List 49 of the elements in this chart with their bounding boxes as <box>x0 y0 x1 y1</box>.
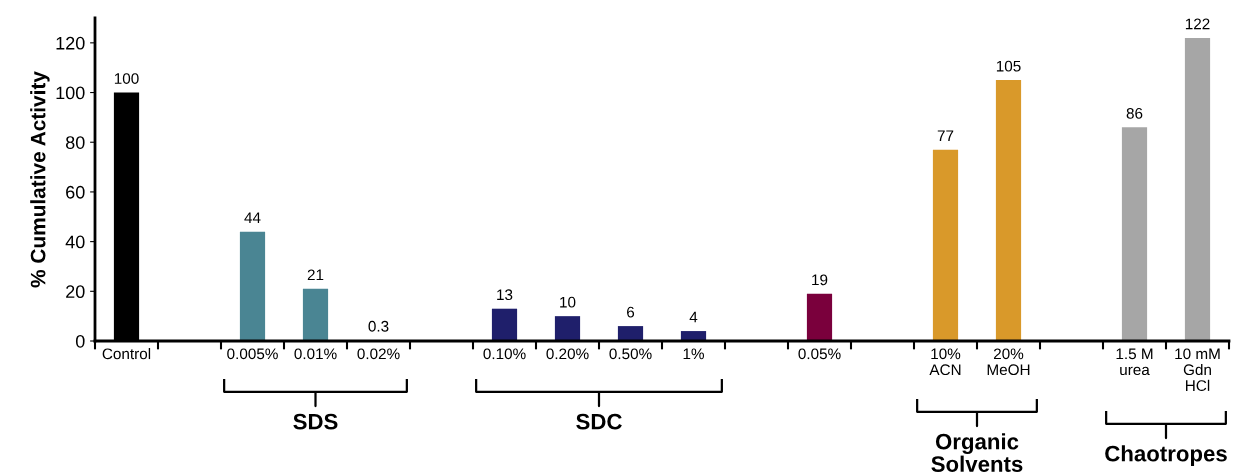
y-tick-label: 0 <box>75 334 85 348</box>
x-tick-label: 1.5 M urea <box>1116 348 1153 376</box>
bar <box>806 293 833 341</box>
y-tick-label: 60 <box>66 185 85 199</box>
data-label: 77 <box>937 130 954 141</box>
text: SDS <box>293 413 338 430</box>
x-tick-label: 20% MeOH <box>987 348 1030 376</box>
x-tick-label: 10 mM Gdn HCl <box>1175 348 1220 392</box>
x-tick-label: 0.10% <box>483 348 526 360</box>
data-label: 4 <box>689 311 698 323</box>
bar <box>554 316 581 341</box>
data-label: 10 <box>560 296 576 308</box>
x-tick-label: 1% <box>683 348 704 360</box>
y-tick-label: 120 <box>56 36 85 50</box>
data-label: 105 <box>996 60 1021 72</box>
data-label: 0.3 <box>368 320 389 332</box>
x-tick-label: 10% ACN <box>929 348 961 376</box>
y-tick-label: 40 <box>65 235 85 249</box>
data-label: 122 <box>1185 18 1210 30</box>
x-tick-label: 0.50% <box>609 348 652 360</box>
bar <box>1184 37 1211 341</box>
x-tick-label: 0.005% <box>227 348 278 360</box>
x-tick-label: 0.01% <box>294 348 337 360</box>
data-label: 13 <box>497 289 513 301</box>
x-tick-label: 0.02% <box>357 348 400 360</box>
y-tick-label: 100 <box>56 86 85 100</box>
data-label: 6 <box>627 306 635 318</box>
text: Chaotropes <box>1105 445 1227 466</box>
bar <box>995 80 1022 341</box>
bar <box>491 308 518 341</box>
y-tick-label: 80 <box>65 136 85 149</box>
x-tick-label: 0.05% <box>798 348 841 360</box>
data-label: 44 <box>244 212 261 223</box>
bar <box>1121 127 1148 341</box>
data-label: 21 <box>307 269 324 281</box>
bar <box>617 326 644 341</box>
data-label: 19 <box>812 274 828 286</box>
bar <box>302 288 329 341</box>
bar <box>239 231 266 341</box>
text: SDC <box>576 413 622 430</box>
data-label: 100 <box>114 73 139 84</box>
x-tick-label: 0.20% <box>546 348 589 360</box>
data-label: 86 <box>1126 107 1143 119</box>
text: Organic Solvents <box>931 433 1023 472</box>
y-tick-label: 20 <box>66 285 85 299</box>
y-axis-title: % Cumulative Activity <box>30 71 50 288</box>
bar <box>932 149 959 341</box>
x-tick-label: Control <box>102 348 151 360</box>
bar <box>680 331 707 341</box>
